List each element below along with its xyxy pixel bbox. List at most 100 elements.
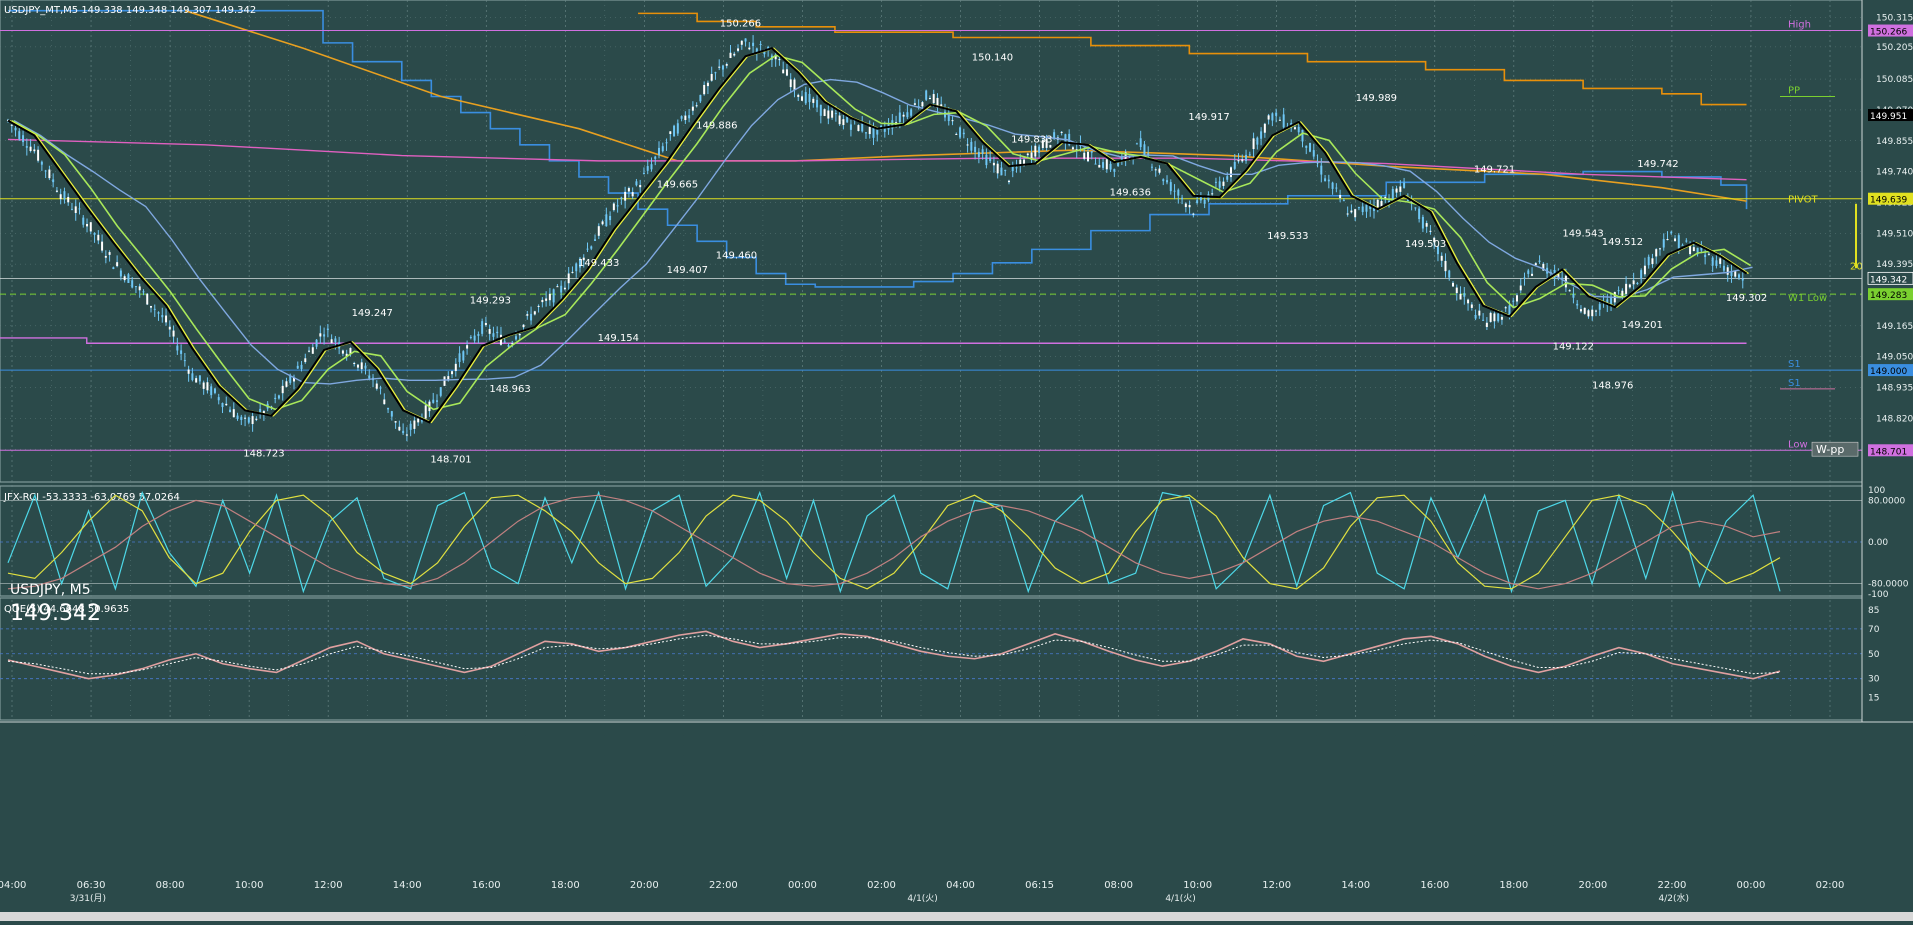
candle-body bbox=[1320, 165, 1323, 175]
candle-body bbox=[522, 324, 525, 328]
candle-body bbox=[1730, 271, 1733, 276]
candle-body bbox=[703, 84, 706, 95]
candle-body bbox=[78, 208, 81, 210]
candle-body bbox=[1738, 274, 1741, 278]
price-box bbox=[1868, 364, 1913, 377]
candle-body bbox=[1060, 131, 1063, 133]
candle-body bbox=[774, 54, 777, 60]
price-box-label: 149.283 bbox=[1870, 291, 1907, 301]
candle-body bbox=[1011, 166, 1014, 172]
price-box bbox=[1868, 192, 1913, 205]
current-price-label: 149.342 bbox=[1870, 275, 1907, 285]
candle-body bbox=[55, 190, 58, 192]
candle-body bbox=[67, 196, 70, 203]
candle-body bbox=[801, 96, 804, 101]
candle-body bbox=[1102, 162, 1105, 168]
candle-body bbox=[281, 385, 284, 394]
candle-body bbox=[1233, 161, 1236, 169]
candle-body bbox=[63, 191, 66, 200]
price-annotation: 149.917 bbox=[1188, 112, 1229, 123]
price-box-label: 148.701 bbox=[1870, 447, 1907, 457]
candle-body bbox=[1707, 253, 1710, 255]
candle-body bbox=[304, 358, 307, 363]
candle-body bbox=[1598, 304, 1601, 310]
candle-body bbox=[1523, 277, 1526, 279]
candle-body bbox=[296, 365, 299, 369]
candle-body bbox=[70, 208, 73, 210]
candle-body bbox=[1015, 167, 1018, 169]
candle-body bbox=[1444, 260, 1447, 272]
price-annotation: 149.460 bbox=[716, 251, 757, 262]
candle-body bbox=[402, 430, 405, 434]
candle-body bbox=[1365, 204, 1368, 212]
candle-body bbox=[1275, 112, 1278, 116]
candle-body bbox=[913, 103, 916, 105]
rci-tick-label: 80.0000 bbox=[1868, 496, 1905, 506]
candle-body bbox=[356, 364, 359, 368]
candle-body bbox=[1700, 246, 1703, 251]
candle-body bbox=[255, 418, 258, 420]
candle-body bbox=[819, 104, 822, 116]
range-marker-label: 20 bbox=[1850, 261, 1863, 272]
y-tick-label: 149.855 bbox=[1876, 137, 1913, 147]
candle-body bbox=[503, 341, 506, 343]
candle-body bbox=[379, 387, 382, 389]
candle-body bbox=[928, 97, 931, 99]
candle-body bbox=[1696, 247, 1699, 255]
candle-body bbox=[240, 416, 243, 420]
candle-body bbox=[161, 315, 164, 318]
candle-body bbox=[319, 333, 322, 337]
candle-body bbox=[1651, 258, 1654, 265]
candle-body bbox=[548, 293, 551, 301]
candle-body bbox=[1335, 187, 1338, 189]
candle-body bbox=[315, 339, 318, 347]
candle-body bbox=[1587, 310, 1590, 317]
candle-body bbox=[880, 125, 883, 128]
candle-body bbox=[1324, 178, 1327, 182]
price-box-label: 149.000 bbox=[1870, 367, 1907, 377]
candle-body bbox=[1064, 134, 1067, 143]
candle-body bbox=[1256, 137, 1259, 145]
candle-body bbox=[1214, 181, 1217, 183]
x-tick-label: 16:00 bbox=[1420, 880, 1449, 891]
qqe-series-line bbox=[7, 634, 1781, 675]
candle-body bbox=[183, 360, 186, 362]
candle-body bbox=[639, 185, 642, 188]
candle-body bbox=[661, 146, 664, 152]
candle-body bbox=[1278, 119, 1281, 121]
candle-body bbox=[417, 418, 420, 423]
candle-body bbox=[1515, 295, 1518, 302]
price-annotation: 148.701 bbox=[430, 454, 471, 465]
candle-body bbox=[229, 409, 232, 413]
candle-body bbox=[1662, 239, 1665, 248]
candle-body bbox=[1406, 200, 1409, 202]
candle-body bbox=[759, 44, 762, 46]
candle-body bbox=[515, 336, 518, 340]
candle-body bbox=[1421, 216, 1424, 229]
candle-body bbox=[1120, 157, 1123, 160]
candle-body bbox=[578, 258, 581, 268]
candle-body bbox=[642, 172, 645, 174]
candle-body bbox=[1158, 168, 1161, 173]
candle-body bbox=[936, 97, 939, 108]
candle-body bbox=[1196, 200, 1199, 204]
candle-body bbox=[1354, 209, 1357, 218]
candle-body bbox=[1658, 248, 1661, 250]
candle-body bbox=[1199, 195, 1202, 201]
x-tick-label: 02:00 bbox=[867, 880, 896, 891]
candle-body bbox=[624, 191, 627, 201]
candle-body bbox=[710, 73, 713, 81]
candle-body bbox=[202, 382, 205, 389]
blue-ma bbox=[13, 78, 1753, 385]
candle-body bbox=[827, 110, 830, 119]
candle-body bbox=[213, 388, 216, 393]
candle-body bbox=[1086, 151, 1089, 162]
candle-body bbox=[1339, 194, 1342, 198]
candle-body bbox=[1549, 271, 1552, 273]
candle-body bbox=[1301, 129, 1304, 142]
candle-body bbox=[1734, 270, 1737, 277]
candle-body bbox=[1034, 145, 1037, 157]
candle-body bbox=[1071, 147, 1074, 150]
candle-body bbox=[236, 415, 239, 420]
